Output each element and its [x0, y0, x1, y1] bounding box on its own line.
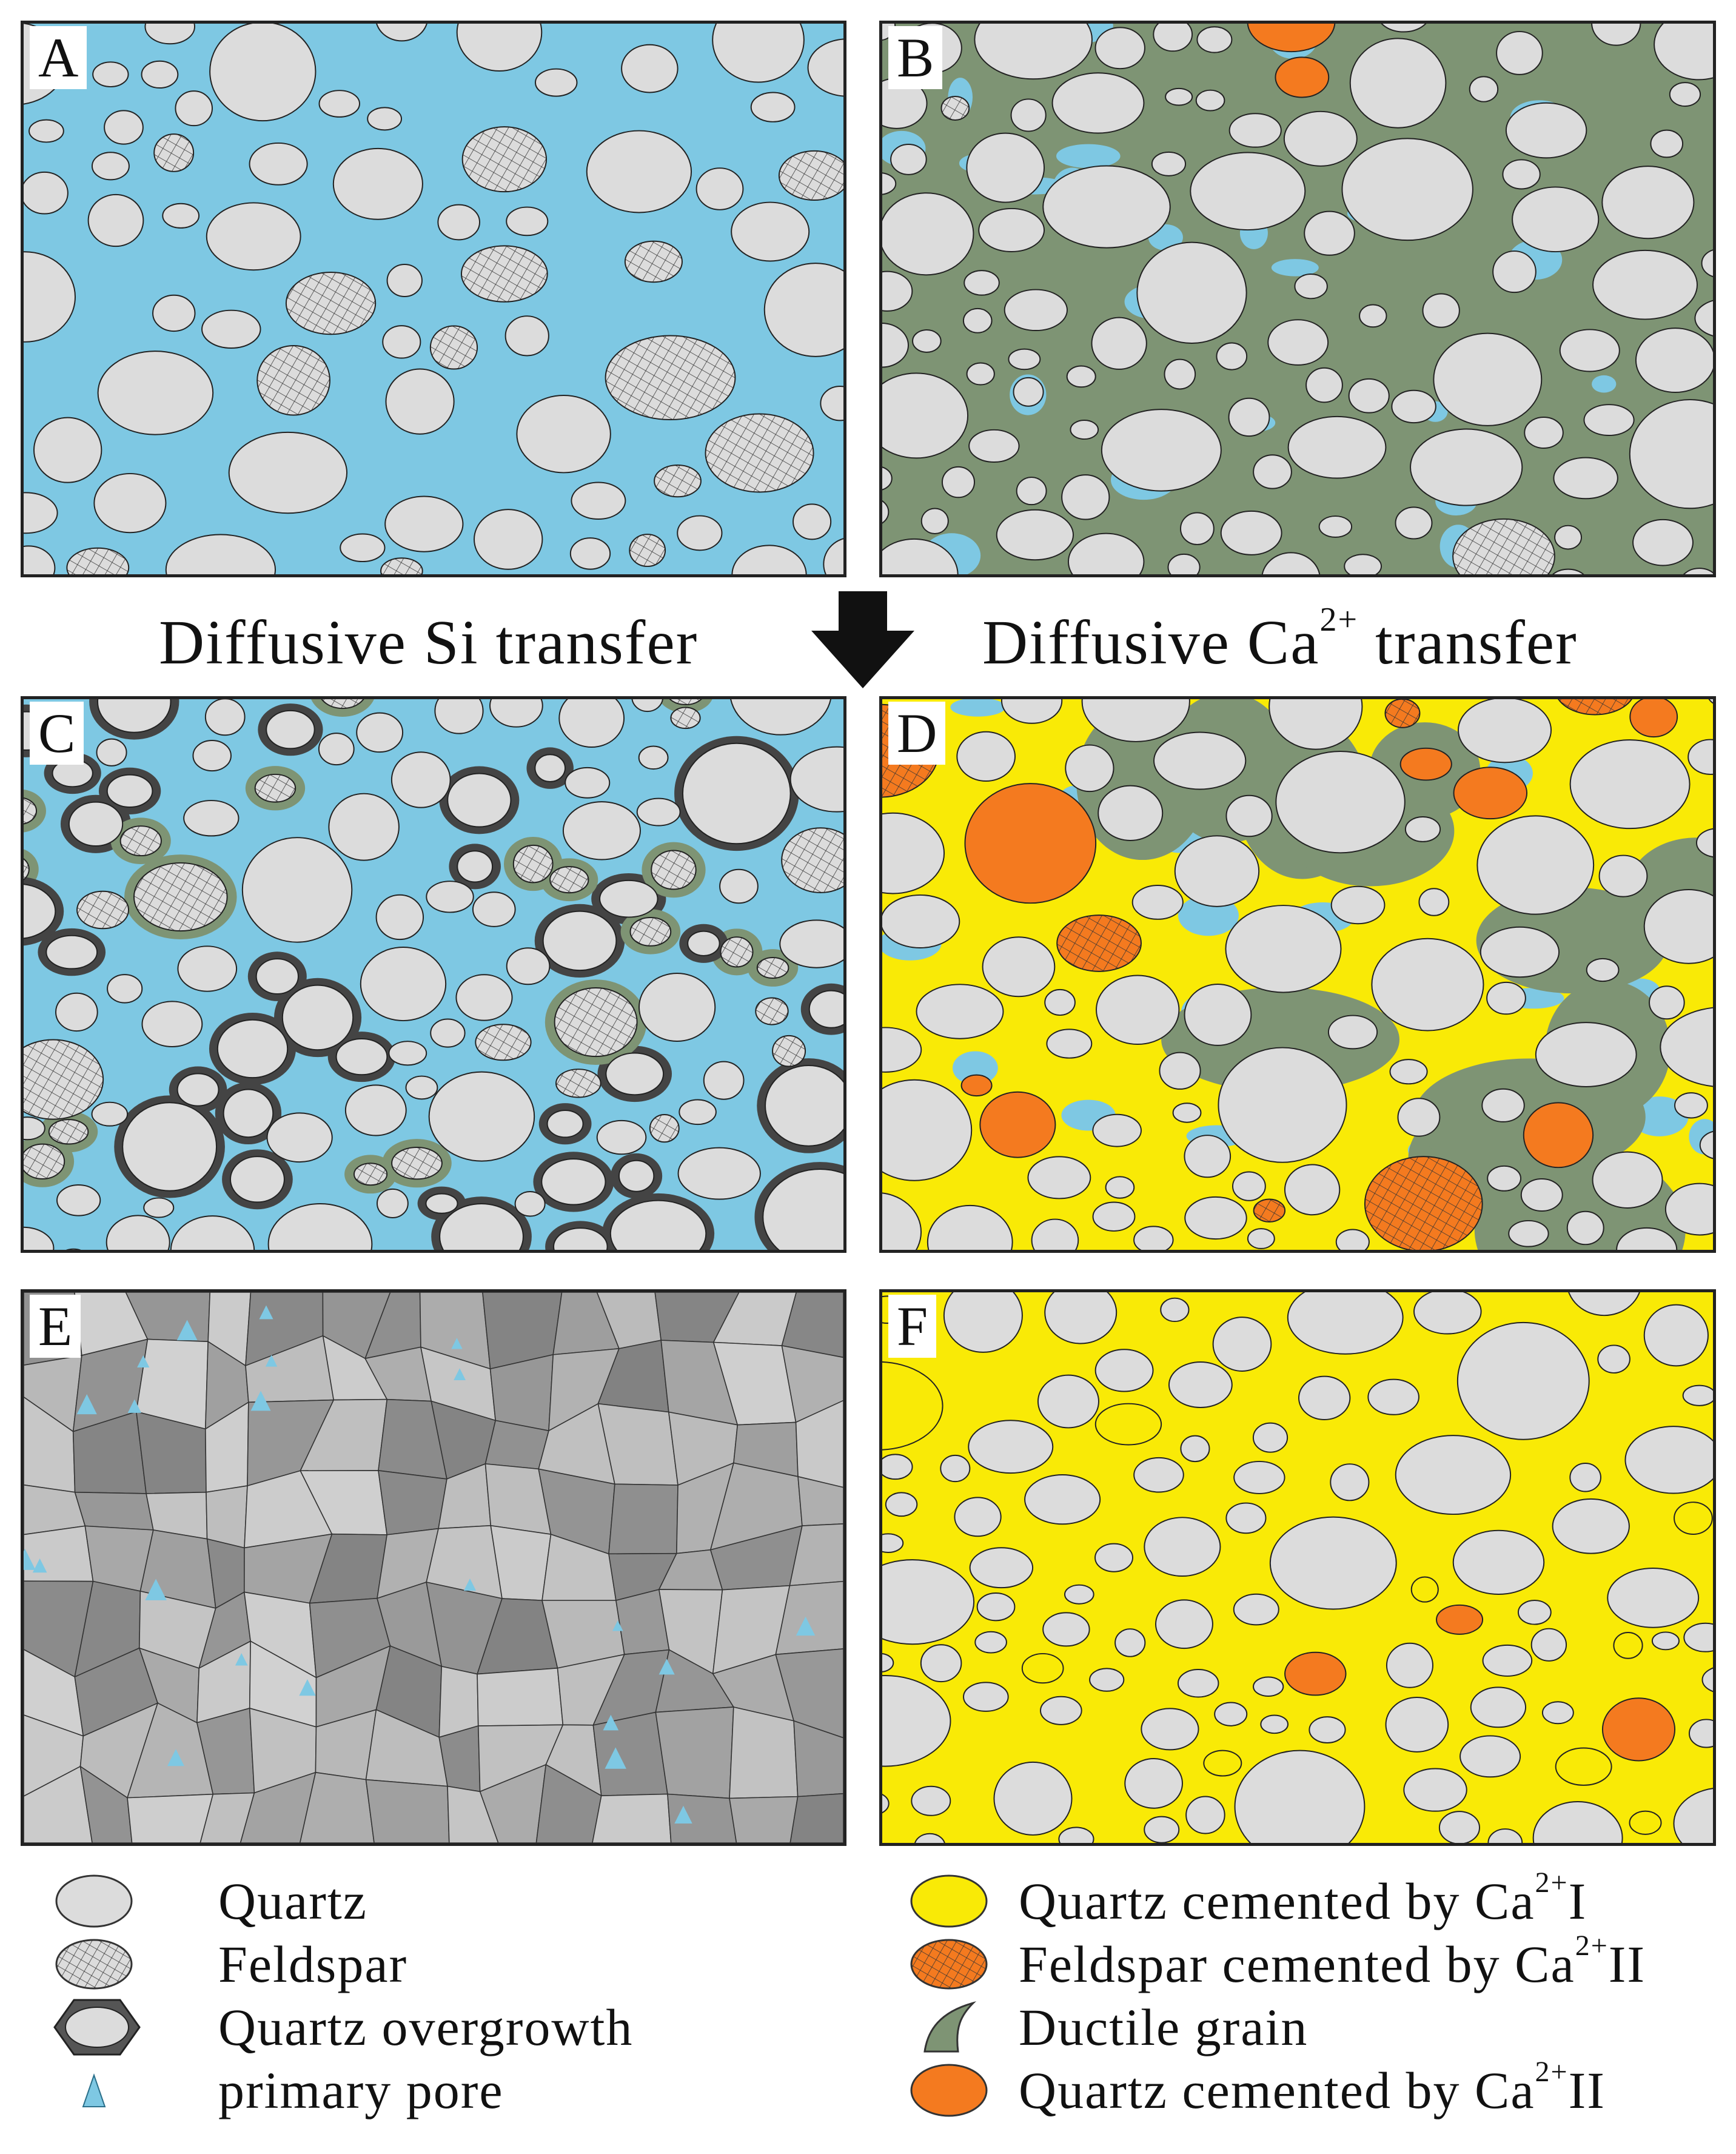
- panel-letter-a: A: [30, 26, 87, 89]
- panel-letter-c: C: [30, 702, 84, 765]
- caption-ca-sup: 2+: [1319, 601, 1359, 639]
- panel-letter-b: B: [888, 26, 943, 89]
- legend-quartz-cemented-ii: Quartz cemented by Ca2+II: [903, 2056, 1716, 2124]
- legend-feldspar-cemented-ii-label: Feldspar cemented by Ca2+II: [1019, 1930, 1646, 1995]
- calcite-ii-feldspar-swatch-icon: [910, 1939, 988, 1990]
- legend-pore-label: primary pore: [218, 2061, 504, 2119]
- panel-letter-f: F: [888, 1295, 937, 1358]
- legend-overgrowth-label: Quartz overgrowth: [218, 1998, 634, 2056]
- legend-quartz-cemented-ii-label: Quartz cemented by Ca2+II: [1019, 2056, 1606, 2121]
- panel-e-compacted-quartz: E: [21, 1289, 846, 1846]
- legend-feldspar-cemented-ii: Feldspar cemented by Ca2+II: [903, 1930, 1716, 1998]
- legend-overgrowth: Quartz overgrowth: [49, 1994, 716, 2061]
- ductile-grain-swatch-icon: [923, 2001, 977, 2053]
- caption-ca-prefix: Diffusive Ca: [982, 608, 1320, 677]
- panel-d-calcite-cement-i: D: [879, 696, 1716, 1253]
- panel-f-calcite-cement-ii: F: [879, 1289, 1716, 1846]
- panel-c-grains: [24, 699, 843, 1250]
- legend-pore: primary pore: [49, 2057, 594, 2124]
- panel-a-loose-sandstone: A: [21, 21, 846, 577]
- panel-a-grains: [24, 24, 843, 574]
- legend-quartz-cemented-i: Quartz cemented by Ca2+I: [903, 1867, 1716, 1934]
- legend-feldspar: Feldspar: [49, 1931, 594, 1998]
- caption-ca-suffix: transfer: [1358, 608, 1578, 677]
- legend-ductile-label: Ductile grain: [1019, 1998, 1309, 2056]
- feldspar-swatch-icon: [55, 1939, 133, 1990]
- calcite-ii-swatch-icon: [910, 2064, 988, 2117]
- panel-c-quartz-overgrowth: C: [21, 696, 846, 1253]
- panel-letter-e: E: [30, 1295, 81, 1358]
- legend-f2-prefix: Feldspar cemented by Ca: [1019, 1935, 1575, 1993]
- panel-b-grains: [882, 24, 1713, 574]
- legend-quartz: Quartz: [49, 1868, 594, 1934]
- legend-f2-suffix: II: [1608, 1935, 1646, 1993]
- legend-q1-suffix: I: [1568, 1872, 1587, 1930]
- panel-d-grains: [882, 699, 1713, 1250]
- legend-q1-sup: 2+: [1535, 1867, 1569, 1899]
- quartz-swatch-icon: [55, 1874, 133, 1928]
- legend-ductile: Ductile grain: [903, 1994, 1716, 2061]
- legend-quartz-cemented-i-label: Quartz cemented by Ca2+I: [1019, 1867, 1587, 1931]
- caption-ca-transfer: Diffusive Ca2+ transfer: [982, 601, 1578, 679]
- legend-f2-sup: 2+: [1575, 1930, 1609, 1962]
- quartz-overgrowth-swatch-icon: [53, 1999, 141, 2056]
- legend-q2-sup: 2+: [1535, 2056, 1569, 2088]
- legend-feldspar-label: Feldspar: [218, 1935, 408, 1993]
- down-arrow-icon: [811, 591, 914, 688]
- legend-quartz-label: Quartz: [218, 1872, 367, 1930]
- panel-f-grains: [882, 1292, 1713, 1843]
- panel-e-grains: [24, 1292, 843, 1843]
- legend-q1-prefix: Quartz cemented by Ca: [1019, 1872, 1535, 1930]
- caption-si-transfer: Diffusive Si transfer: [159, 608, 699, 677]
- legend-q2-suffix: II: [1568, 2061, 1606, 2119]
- primary-pore-swatch-icon: [82, 2073, 106, 2107]
- panel-letter-d: D: [888, 702, 946, 765]
- calcite-i-swatch-icon: [910, 1874, 988, 1928]
- panel-b-ductile-grains: B: [879, 21, 1716, 577]
- legend-q2-prefix: Quartz cemented by Ca: [1019, 2061, 1535, 2119]
